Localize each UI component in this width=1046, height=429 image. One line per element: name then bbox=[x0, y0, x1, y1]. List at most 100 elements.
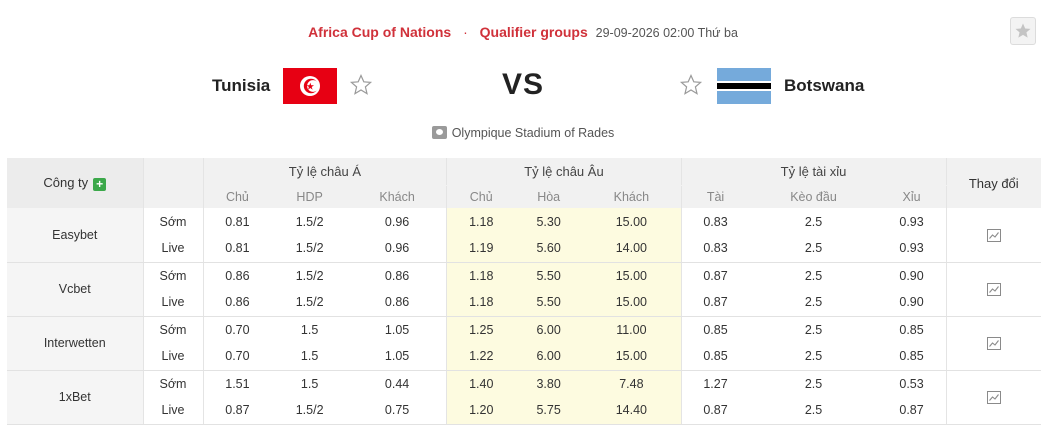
asian-home-odds: 0.86 bbox=[225, 268, 250, 283]
ou-under-header: Xỉu bbox=[877, 185, 946, 208]
ou-over-odds: 0.83 bbox=[680, 235, 750, 263]
stadium-info: Olympique Stadium of Rades bbox=[0, 126, 1046, 140]
odds-row-early: 1xBet Sớm 1.51 1.5 0.44 1.40 3.80 7.48 1.27 2.5 0.… bbox=[7, 370, 1041, 425]
euro-away-odds: 11.00 bbox=[582, 316, 682, 343]
odds-row-early: Interwetten Sớm 0.70 1.5 1.05 1.25 6.00 11.00 0.… bbox=[7, 316, 1041, 371]
odds-row-early: Vcbet Sớm 0.86 1.5/2 0.86 1.18 5.50 15.00 0.87 2.… bbox=[7, 262, 1041, 317]
euro-away-odds: 15.00 bbox=[582, 343, 682, 371]
asian-away-odds: 0.75 bbox=[347, 397, 447, 425]
ou-over-odds: 0.85 bbox=[680, 316, 750, 343]
odds-change-button[interactable] bbox=[945, 208, 1041, 263]
euro-home-odds: 1.19 bbox=[446, 235, 516, 263]
odds-table-body: Easybet Sớm 0.81 1.5/2 0.96 1.18 5.30 15.00 0.83… bbox=[7, 208, 1041, 425]
match-datetime: 29-09-2026 02:00 Thứ ba bbox=[595, 26, 738, 40]
ou-over-odds: 0.83 bbox=[680, 208, 750, 235]
asian-handicap: 1.5 bbox=[271, 343, 348, 371]
asian-away-odds: 1.05 bbox=[384, 322, 410, 337]
ou-under-odds: 0.93 bbox=[899, 214, 924, 229]
bookmaker-name[interactable]: Interwetten bbox=[7, 316, 144, 371]
asian-away-odds: 1.05 bbox=[347, 343, 447, 371]
euro-draw-odds: 5.30 bbox=[515, 208, 583, 235]
ou-over-odds: 0.85 bbox=[680, 343, 750, 371]
asian-handicap: 1.5/2 bbox=[271, 235, 348, 263]
euro-home-odds: 1.18 bbox=[446, 289, 516, 317]
asian-handicap: 1.5/2 bbox=[271, 289, 348, 317]
away-team-name[interactable]: Botswana bbox=[784, 76, 865, 95]
odds-row-early: Easybet Sớm 0.81 1.5/2 0.96 1.18 5.30 15.00 0.83… bbox=[7, 208, 1041, 263]
euro-home-header: Chủ bbox=[446, 185, 516, 208]
favorite-match-button[interactable] bbox=[1010, 17, 1036, 45]
euro-home-odds: 1.40 bbox=[446, 370, 516, 397]
asian-home-odds: 0.81 bbox=[225, 214, 250, 229]
asian-away-odds: 0.86 bbox=[347, 289, 447, 317]
euro-draw-odds: 6.00 bbox=[515, 316, 583, 343]
line-chart-icon bbox=[986, 283, 1001, 297]
favorite-away-star-icon[interactable] bbox=[679, 73, 703, 97]
euro-away-odds: 14.40 bbox=[582, 397, 682, 425]
euro-away-odds: 15.00 bbox=[582, 289, 682, 317]
euro-away-odds: 15.00 bbox=[582, 208, 682, 235]
company-header: Công ty + bbox=[7, 158, 144, 208]
over-under-header: Tỷ lệ tài xỉu bbox=[680, 158, 946, 186]
ou-under-odds: 0.90 bbox=[899, 268, 924, 283]
euro-away-header: Khách bbox=[582, 185, 682, 208]
euro-draw-header: Hòa bbox=[515, 185, 583, 208]
odds-table: Công ty + Tỷ lệ châu Á Tỷ lệ châu Âu Tỷ l… bbox=[7, 158, 1041, 425]
odds-row-live: Live 0.81 1.5/2 0.96 1.19 5.60 14.00 0.83 2.5 0.9… bbox=[7, 235, 1041, 263]
stage-link[interactable]: Qualifier groups bbox=[479, 24, 588, 40]
stadium-icon bbox=[431, 126, 447, 139]
euro-draw-odds: 6.00 bbox=[515, 343, 583, 371]
ou-line: 2.5 bbox=[749, 397, 878, 425]
ou-over-odds: 0.87 bbox=[680, 397, 750, 425]
ou-line: 2.5 bbox=[749, 235, 878, 263]
asian-home-header: Chủ bbox=[202, 185, 272, 208]
asian-away-odds: 0.96 bbox=[347, 235, 447, 263]
asian-handicap: 1.5/2 bbox=[295, 268, 324, 283]
ou-line: 2.5 bbox=[804, 214, 823, 229]
asian-home-odds: 0.87 bbox=[203, 397, 272, 425]
odds-change-button[interactable] bbox=[945, 262, 1041, 317]
bookmaker-name[interactable]: 1xBet bbox=[7, 370, 144, 425]
odds-type-label: Sớm bbox=[143, 208, 204, 235]
plus-icon[interactable]: + bbox=[93, 178, 107, 191]
home-team-name[interactable]: Tunisia bbox=[212, 76, 271, 95]
asian-hdp-header: HDP bbox=[271, 185, 348, 208]
odds-change-button[interactable] bbox=[945, 316, 1041, 371]
league-link[interactable]: Africa Cup of Nations bbox=[308, 24, 452, 40]
company-header-label: Công ty bbox=[43, 175, 89, 190]
ou-under-odds: 0.87 bbox=[877, 397, 946, 425]
line-chart-icon bbox=[986, 228, 1001, 242]
euro-draw-odds: 3.80 bbox=[515, 370, 583, 397]
ou-line: 2.5 bbox=[804, 376, 823, 391]
favorite-home-star-icon[interactable] bbox=[349, 73, 373, 97]
asian-away-odds: 0.96 bbox=[384, 214, 410, 229]
bookmaker-name[interactable]: Vcbet bbox=[7, 262, 144, 317]
odds-change-button[interactable] bbox=[945, 370, 1041, 425]
match-header: Africa Cup of Nations · Qualifier groups… bbox=[0, 24, 1046, 40]
euro-draw-odds: 5.60 bbox=[515, 235, 583, 263]
odds-type-label: Sớm bbox=[143, 316, 204, 343]
asian-handicap: 1.5 bbox=[300, 376, 319, 391]
tunisia-flag-icon bbox=[283, 68, 337, 104]
asian-home-odds: 1.51 bbox=[225, 376, 250, 391]
odds-row-live: Live 0.87 1.5/2 0.75 1.20 5.75 14.40 0.87 2.5 0.8… bbox=[7, 397, 1041, 425]
odds-row-live: Live 0.70 1.5 1.05 1.22 6.00 15.00 0.85 2.5 0.85 bbox=[7, 343, 1041, 371]
euro-odds-header: Tỷ lệ châu Âu bbox=[446, 158, 682, 186]
ou-line: 2.5 bbox=[804, 268, 823, 283]
header-separator: · bbox=[463, 24, 468, 40]
ou-under-odds: 0.85 bbox=[899, 322, 924, 337]
line-chart-icon bbox=[986, 391, 1001, 405]
asian-home-odds: 0.70 bbox=[203, 343, 272, 371]
type-header bbox=[143, 158, 204, 208]
asian-odds-header: Tỷ lệ châu Á bbox=[202, 158, 447, 186]
euro-draw-odds: 5.50 bbox=[515, 289, 583, 317]
asian-handicap: 1.5 bbox=[300, 322, 319, 337]
bookmaker-name[interactable]: Easybet bbox=[7, 208, 144, 263]
botswana-flag-icon bbox=[717, 68, 771, 104]
odds-type-label: Sớm bbox=[143, 370, 204, 397]
versus-label: VS bbox=[501, 68, 545, 101]
asian-handicap: 1.5/2 bbox=[271, 397, 348, 425]
euro-home-odds: 1.20 bbox=[446, 397, 516, 425]
odds-row-live: Live 0.86 1.5/2 0.86 1.18 5.50 15.00 0.87 2.5 0.9… bbox=[7, 289, 1041, 317]
ou-under-odds: 0.53 bbox=[899, 376, 924, 391]
